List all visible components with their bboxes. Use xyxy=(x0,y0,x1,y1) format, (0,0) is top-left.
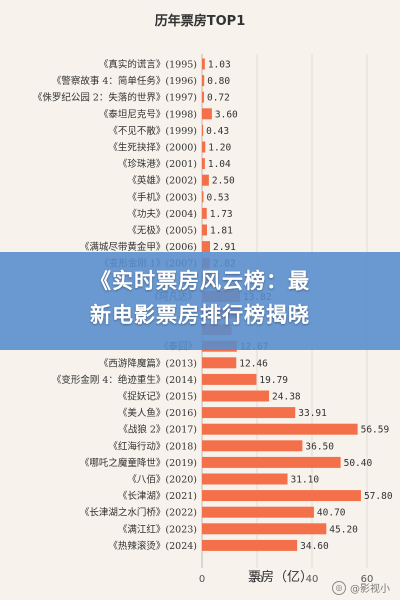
row-label: 《珍珠港》(2001) xyxy=(118,158,197,170)
row-label: 《不见不散》(1999) xyxy=(108,125,197,137)
x-ticks: 0 20 40 60 xyxy=(199,574,374,585)
row-label: 《满江红》(2023) xyxy=(118,523,197,535)
row-label: 《功夫》(2004) xyxy=(127,208,197,220)
bar xyxy=(202,174,209,186)
bar xyxy=(202,407,296,419)
bar-value-label: 34.60 xyxy=(300,541,329,552)
row-label: 《西游降魔篇》(2013) xyxy=(99,357,197,369)
bar xyxy=(202,108,212,120)
bar xyxy=(202,373,257,385)
watermark: ◎ @影视小 xyxy=(332,580,390,595)
row-label: 《满城尽带黄金甲》(2006) xyxy=(80,241,197,253)
bar xyxy=(202,141,206,153)
row-label: 《变形金刚 4：绝迹重生》(2014) xyxy=(52,374,197,386)
bar xyxy=(202,191,204,203)
row-label: 《热辣滚烫》(2024) xyxy=(108,540,197,552)
bar-value-label: 56.59 xyxy=(361,425,390,436)
bar-value-label: 36.50 xyxy=(305,441,334,452)
watermark-logo-icon: ◎ xyxy=(332,580,346,595)
bar xyxy=(202,75,205,87)
bar xyxy=(202,539,298,551)
bar xyxy=(202,91,204,103)
x-tick-label: 0 xyxy=(199,574,205,585)
bar-value-label: 3.60 xyxy=(215,109,238,120)
row-label: 《红海行动》(2018) xyxy=(108,440,197,452)
bar-value-label: 2.50 xyxy=(212,176,235,187)
row-label: 《生死抉择》(2000) xyxy=(108,142,197,154)
headline-line-1: 《实时票房风云榜：最 xyxy=(90,269,310,293)
bar-value-label: 2.91 xyxy=(213,242,236,253)
bar xyxy=(202,440,303,452)
row-label: 《捉妖记》(2015) xyxy=(118,391,197,403)
row-label: 《英雄》(2002) xyxy=(127,175,197,187)
headline-line-2: 新电影票房排行榜揭晓 xyxy=(90,303,310,327)
bar-value-label: 19.79 xyxy=(259,375,288,386)
x-tick-label: 60 xyxy=(361,574,374,585)
bar xyxy=(202,490,361,502)
row-label: 《侏罗纪公园 2：失落的世界》(1997) xyxy=(33,92,197,104)
bar-value-label: 0.80 xyxy=(207,76,230,87)
bar-value-label: 31.10 xyxy=(291,475,320,486)
bar xyxy=(202,390,270,402)
bar-value-label: 40.70 xyxy=(317,508,346,519)
row-label: 《警察故事 4：简单任务》(1996) xyxy=(52,75,197,87)
bar xyxy=(202,357,237,369)
bar-value-label: 1.81 xyxy=(210,226,233,237)
row-label: 《长津湖之水门桥》(2022) xyxy=(80,507,197,519)
row-label: 《真实的谎言》(1995) xyxy=(99,59,197,71)
bar xyxy=(202,523,327,535)
bar-value-label: 1.73 xyxy=(210,209,233,220)
bar-value-label: 50.40 xyxy=(344,458,373,469)
bar-value-label: 45.20 xyxy=(329,524,358,535)
bar-value-label: 1.04 xyxy=(208,159,231,170)
x-axis-label: 票房（亿） xyxy=(248,570,314,585)
row-label: 《战狼 2》(2017) xyxy=(118,424,197,436)
bar-value-label: 0.43 xyxy=(206,126,229,137)
bar-value-label: 33.91 xyxy=(298,408,327,419)
row-label: 《美人鱼》(2016) xyxy=(118,407,197,419)
watermark-text: @影视小 xyxy=(350,584,390,595)
bar xyxy=(202,224,207,236)
bar-value-label: 1.03 xyxy=(208,60,231,71)
row-label: 《八佰》(2020) xyxy=(127,474,197,486)
bar-value-label: 12.46 xyxy=(239,358,268,369)
x-tick-label: 40 xyxy=(306,574,319,585)
bar xyxy=(202,456,341,468)
bar xyxy=(202,506,314,518)
bar-value-label: 1.20 xyxy=(208,143,231,154)
headline-banner: 《实时票房风云榜：最 新电影票房排行榜揭晓 xyxy=(0,252,400,350)
bar xyxy=(202,423,358,435)
bar xyxy=(202,124,204,136)
chart-title: 历年票房TOP1 xyxy=(154,14,246,29)
bar xyxy=(202,207,207,219)
bar xyxy=(202,473,288,485)
row-label: 《长津湖》(2021) xyxy=(118,490,197,502)
bar xyxy=(202,58,205,70)
x-tick-label: 20 xyxy=(251,574,264,585)
bar xyxy=(202,158,205,170)
row-label: 《哪吒之魔童降世》(2019) xyxy=(80,457,197,469)
row-label: 《泰坦尼克号》(1998) xyxy=(99,108,197,120)
row-label: 《无极》(2005) xyxy=(127,225,197,237)
bar-value-label: 0.53 xyxy=(206,192,229,203)
bar-value-label: 24.38 xyxy=(272,392,301,403)
bar-value-label: 0.72 xyxy=(207,93,230,104)
row-label: 《手机》(2003) xyxy=(127,191,197,203)
bar-value-label: 57.80 xyxy=(364,491,393,502)
bar xyxy=(202,241,211,253)
